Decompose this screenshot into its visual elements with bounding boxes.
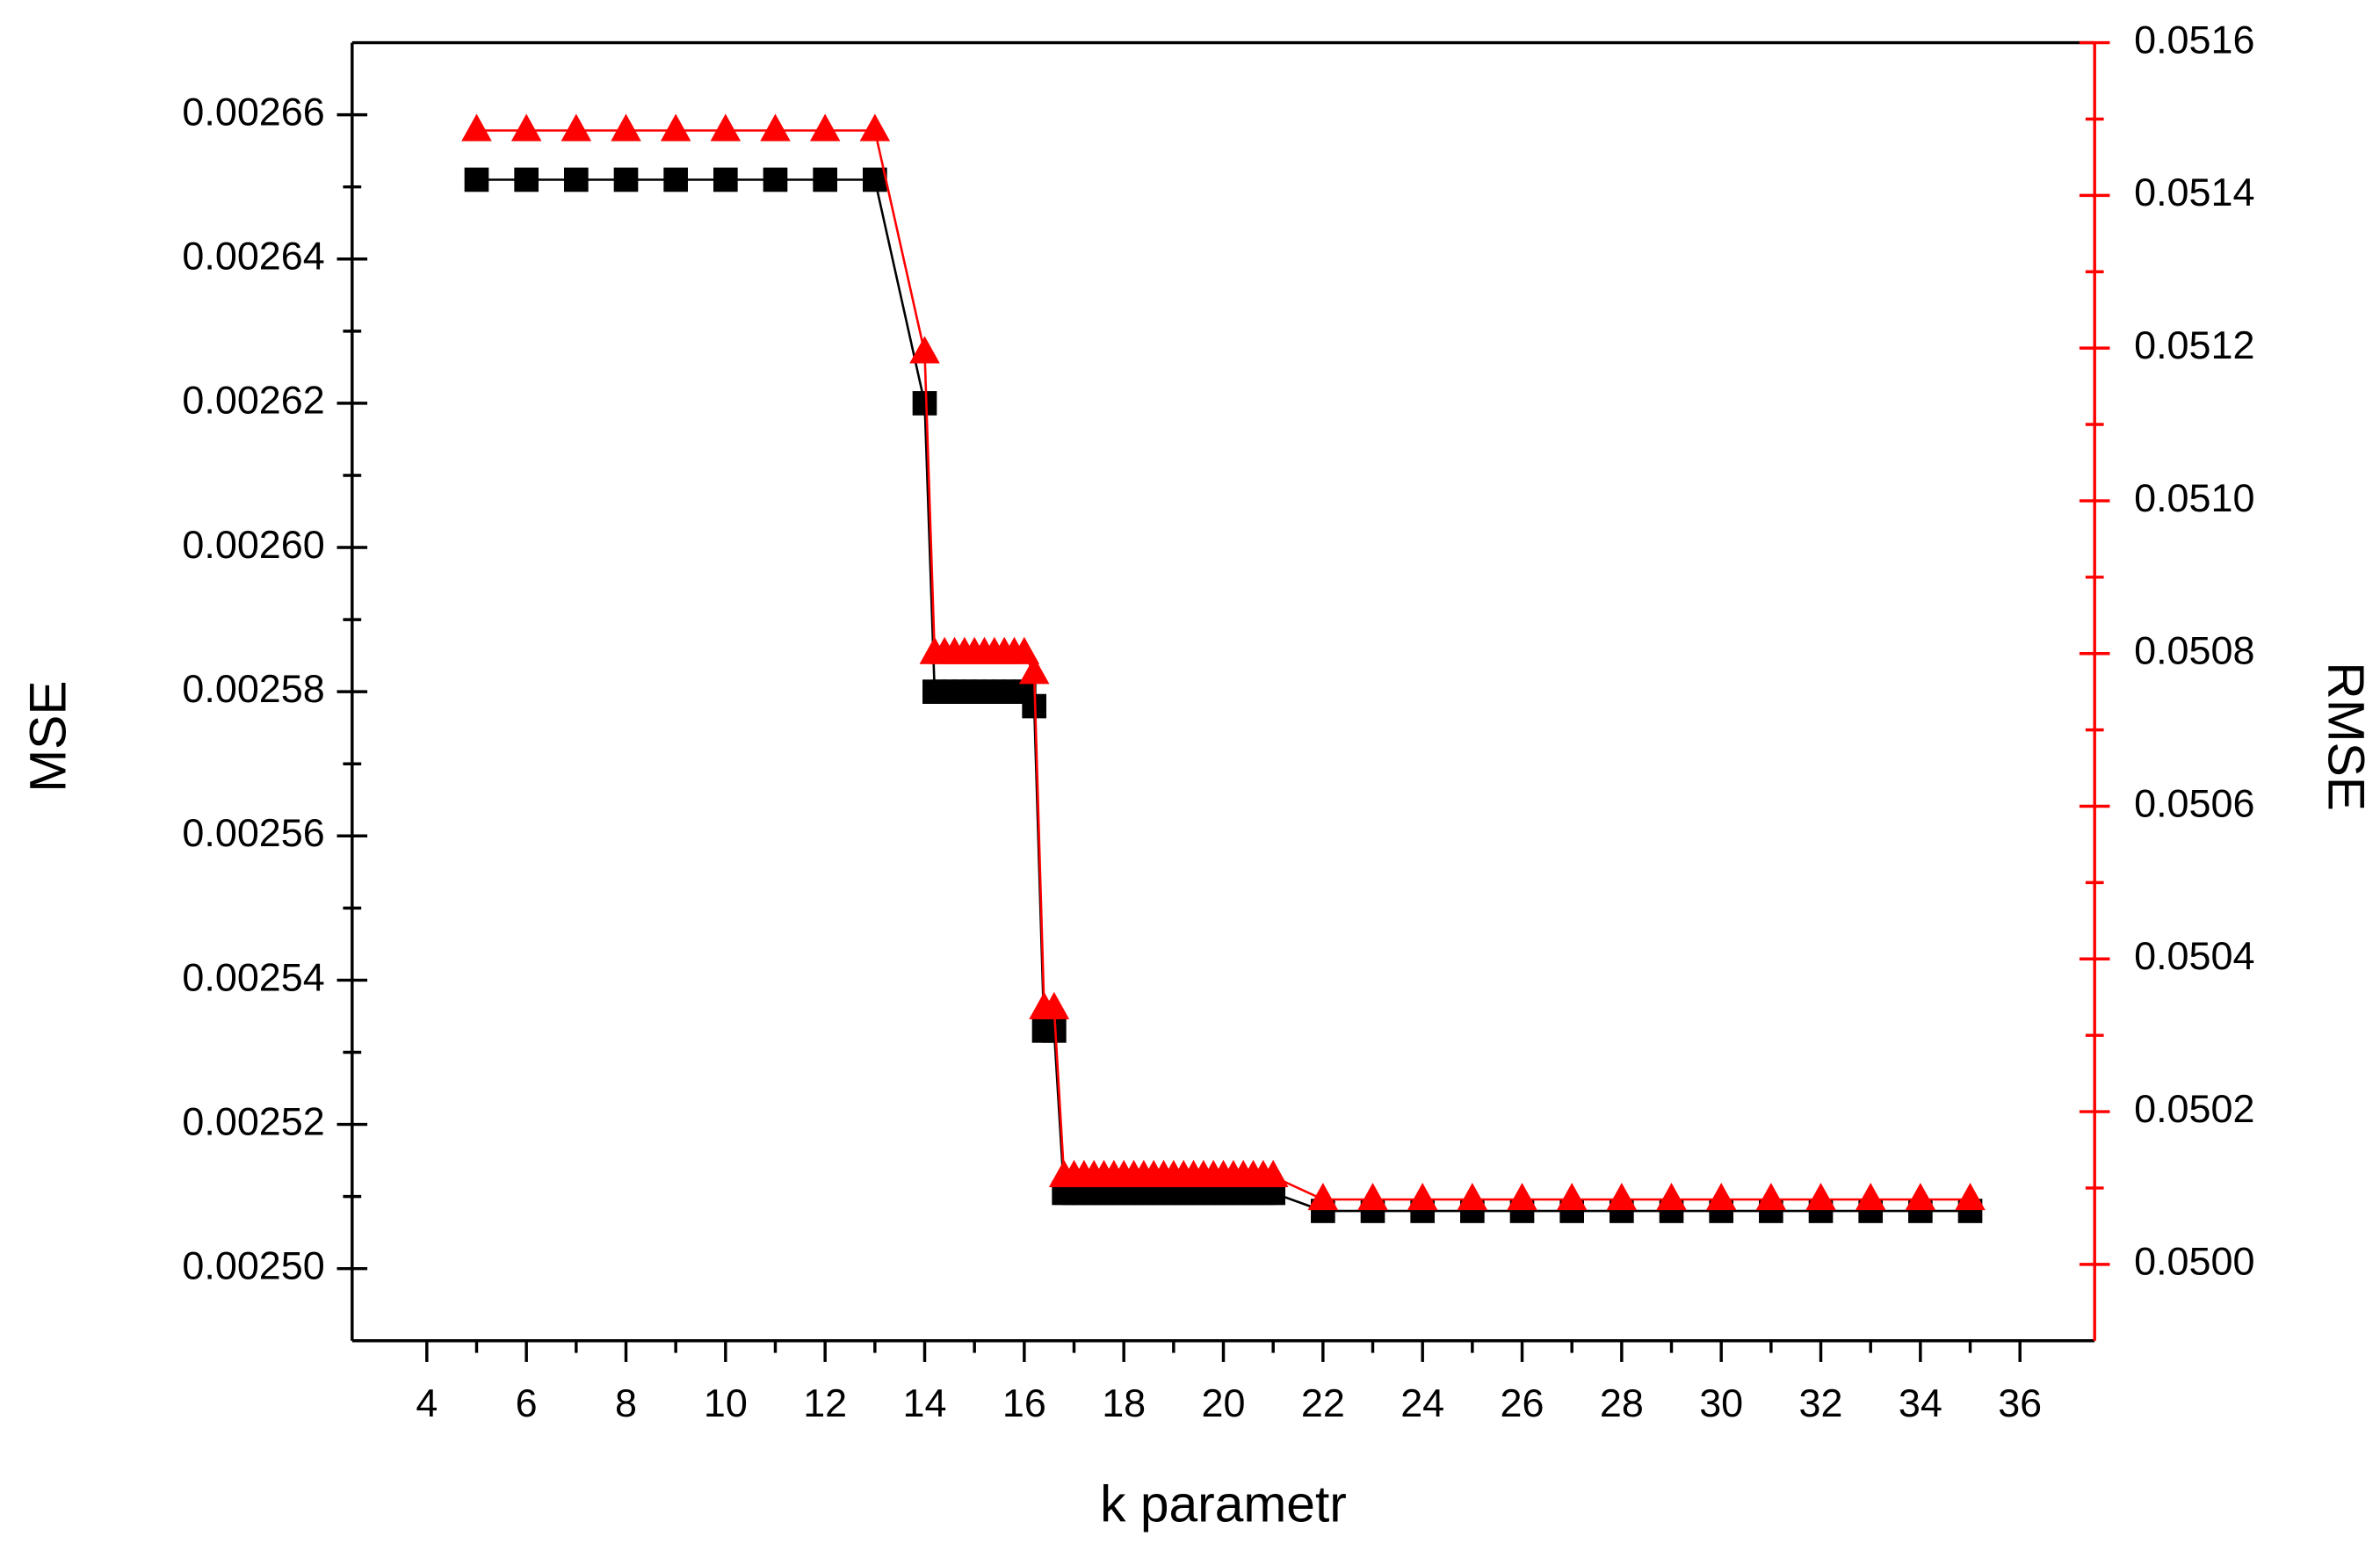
x-tick-label: 32 (1799, 1380, 1843, 1425)
y2-axis-title: RMSE (2317, 662, 2374, 811)
y-tick-label: 0.00264 (182, 234, 324, 279)
x-tick-label: 36 (1998, 1380, 2042, 1425)
x-tick-label: 18 (1102, 1380, 1146, 1425)
x-tick-label: 30 (1699, 1380, 1743, 1425)
marker (1507, 1182, 1537, 1211)
x-tick-label: 34 (1899, 1380, 1942, 1425)
marker (763, 167, 788, 192)
y2-tick-label: 0.0510 (2134, 475, 2254, 520)
marker (510, 113, 542, 141)
marker (1307, 1182, 1339, 1211)
y-tick-label: 0.00252 (182, 1098, 324, 1143)
marker (1457, 1182, 1488, 1211)
x-axis-title: k parametr (1100, 1475, 1347, 1533)
marker (561, 113, 592, 141)
marker (1257, 1159, 1289, 1188)
y-tick-label: 0.00266 (182, 90, 324, 134)
x-tick-label: 10 (704, 1380, 748, 1425)
y2-tick-label: 0.0502 (2134, 1086, 2254, 1131)
marker (912, 391, 937, 416)
marker (1755, 1182, 1787, 1211)
marker (663, 167, 688, 192)
marker (809, 113, 841, 141)
marker (859, 113, 891, 141)
marker (514, 167, 539, 192)
x-tick-label: 24 (1400, 1380, 1444, 1425)
y2-tick-label: 0.0506 (2134, 780, 2254, 825)
y-tick-label: 0.00258 (182, 666, 324, 711)
marker (1855, 1182, 1886, 1211)
y-tick-label: 0.00262 (182, 378, 324, 423)
x-tick-label: 4 (416, 1380, 438, 1425)
marker (611, 113, 641, 141)
x-tick-label: 8 (615, 1380, 637, 1425)
marker (464, 167, 489, 192)
marker (1606, 1182, 1638, 1211)
y2-tick-label: 0.0512 (2134, 322, 2254, 367)
y2-tick-label: 0.0500 (2134, 1239, 2254, 1284)
y2-tick-label: 0.0514 (2134, 170, 2254, 214)
x-tick-label: 6 (516, 1380, 538, 1425)
x-tick-label: 22 (1301, 1380, 1345, 1425)
x-tick-label: 14 (903, 1380, 947, 1425)
marker (1407, 1182, 1438, 1211)
marker (660, 113, 691, 141)
marker (1656, 1182, 1687, 1211)
x-tick-label: 26 (1501, 1380, 1544, 1425)
y2-tick-label: 0.0508 (2134, 628, 2254, 673)
y2-tick-label: 0.0504 (2134, 933, 2254, 978)
marker (1038, 991, 1070, 1019)
marker (1357, 1182, 1388, 1211)
x-tick-label: 16 (1002, 1380, 1046, 1425)
y2-tick-label: 0.0516 (2134, 17, 2254, 62)
marker (1018, 656, 1050, 685)
y-tick-label: 0.00250 (182, 1243, 324, 1288)
series-line (476, 178, 1971, 1213)
marker (909, 336, 940, 364)
marker (1905, 1182, 1936, 1211)
marker (461, 113, 492, 141)
marker (564, 167, 589, 192)
marker (1705, 1182, 1737, 1211)
marker (613, 167, 639, 192)
marker (813, 167, 837, 192)
marker (1556, 1182, 1588, 1211)
x-tick-label: 28 (1600, 1380, 1644, 1425)
y-axis-title: MSE (19, 680, 76, 792)
marker (713, 167, 738, 192)
series-line (476, 129, 1971, 1201)
y-tick-label: 0.00260 (182, 522, 324, 567)
x-tick-label: 20 (1202, 1380, 1246, 1425)
x-tick-label: 12 (803, 1380, 847, 1425)
marker (1009, 636, 1040, 664)
marker (760, 113, 791, 141)
marker (1955, 1182, 1986, 1211)
marker (1805, 1182, 1836, 1211)
y-tick-label: 0.00256 (182, 810, 324, 855)
marker (710, 113, 741, 141)
y-tick-label: 0.00254 (182, 954, 324, 999)
